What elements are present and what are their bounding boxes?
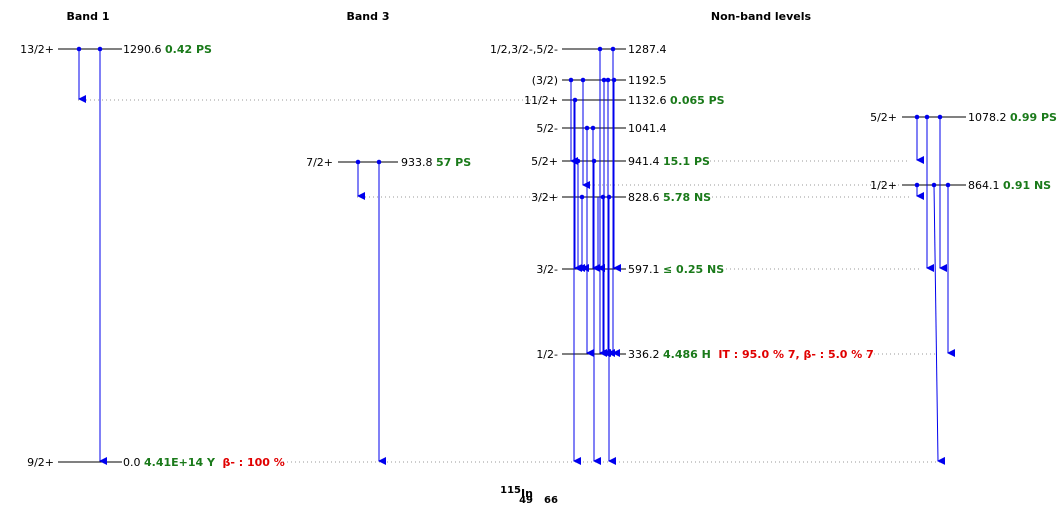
dot (579, 194, 585, 200)
nucleus-label: 115 49 In 66 (500, 485, 558, 506)
dot (931, 182, 937, 188)
level-energy-label: 864.1 0.91 NS (968, 179, 1051, 192)
level-spin: 13/2+ (20, 43, 54, 56)
level-energy: 597.1 (628, 263, 660, 276)
header-band-1: Band 1 (67, 10, 110, 23)
level-spin: 1/2+ (870, 179, 897, 192)
dot (97, 46, 103, 52)
level-energy-label: 1290.6 0.42 PS (123, 43, 212, 56)
dot (572, 97, 578, 103)
nucleus-symbol: In (521, 487, 533, 500)
level-lines (58, 48, 966, 463)
level-halflife: 15.1 PS (663, 155, 710, 168)
dot (575, 158, 581, 164)
level-decay-mode: IT : 95.0 % 7, β- : 5.0 % 7 (718, 348, 873, 361)
transition-start-dots (76, 46, 951, 200)
dot (584, 125, 590, 131)
level-energy: 864.1 (968, 179, 1000, 192)
level-halflife: 57 PS (436, 156, 471, 169)
level-decay-mode: β- : 100 % (222, 456, 284, 469)
level-halflife: ≤ 0.25 NS (663, 263, 724, 276)
dot (605, 77, 611, 83)
level-spin: (3/2) (532, 74, 558, 87)
nucleus-atomic-number: 49 (519, 495, 533, 506)
level-energy: 1041.4 (628, 122, 667, 135)
dot (924, 114, 930, 120)
nucleus-neutron-number: 66 (544, 495, 558, 506)
level-energy-label: 1132.6 0.065 PS (628, 94, 725, 107)
header-band-3: Band 3 (347, 10, 390, 23)
level-energy: 828.6 (628, 191, 660, 204)
level-energy: 941.4 (628, 155, 660, 168)
dot (591, 158, 597, 164)
level-energy: 1078.2 (968, 111, 1007, 124)
dot (914, 182, 920, 188)
level-energy: 933.8 (401, 156, 433, 169)
level-energy: 1290.6 (123, 43, 162, 56)
nucleus-mass-number: 115 (500, 485, 521, 496)
level-energy-label: 933.8 57 PS (401, 156, 471, 169)
level-spin: 1/2,3/2-,5/2- (490, 43, 558, 56)
dot (568, 77, 574, 83)
dot (355, 159, 361, 165)
dot (580, 77, 586, 83)
dot (937, 114, 943, 120)
level-halflife: 5.78 NS (663, 191, 711, 204)
level-energy-label: 941.4 15.1 PS (628, 155, 710, 168)
dot (600, 194, 606, 200)
level-energy-label: 0.0 4.41E+14 Y β- : 100 % (123, 456, 285, 469)
level-halflife: 4.486 H (663, 348, 711, 361)
level-energy-label: 828.6 5.78 NS (628, 191, 711, 204)
level-spin: 9/2+ (27, 456, 54, 469)
level-energy: 1132.6 (628, 94, 667, 107)
level-halflife: 0.91 NS (1003, 179, 1051, 192)
level-halflife: 0.065 PS (670, 94, 725, 107)
level-halflife: 0.42 PS (165, 43, 212, 56)
dot (606, 194, 612, 200)
level-energy-label: 336.2 4.486 H IT : 95.0 % 7, β- : 5.0 % … (628, 348, 874, 361)
level-spin: 7/2+ (306, 156, 333, 169)
level-spin: 5/2+ (870, 111, 897, 124)
dot (590, 125, 596, 131)
dot (914, 114, 920, 120)
level-spin: 3/2- (536, 263, 558, 276)
level-spin: 5/2+ (531, 155, 558, 168)
dot (597, 46, 603, 52)
level-halflife: 4.41E+14 Y (144, 456, 216, 469)
level-energy-label: 597.1 ≤ 0.25 NS (628, 263, 724, 276)
dot (945, 182, 951, 188)
level-spin: 3/2+ (531, 191, 558, 204)
dot (601, 77, 607, 83)
header-non-band-levels: Non-band levels (711, 10, 812, 23)
level-halflife: 0.99 PS (1010, 111, 1057, 124)
level-spin: 11/2+ (524, 94, 558, 107)
dot (611, 77, 617, 83)
gamma-864-to-0 (933, 184, 946, 465)
level-energy: 336.2 (628, 348, 660, 361)
dot (76, 46, 82, 52)
dot (610, 46, 616, 52)
level-energy: 1287.4 (628, 43, 667, 56)
dot (376, 159, 382, 165)
level-energy: 0.0 (123, 456, 141, 469)
level-spin: 5/2- (536, 122, 558, 135)
dotted-connectors (78, 99, 940, 463)
level-energy: 1192.5 (628, 74, 667, 87)
level-energy-label: 1078.2 0.99 PS (968, 111, 1057, 124)
level-spin: 1/2- (536, 348, 558, 361)
gamma-transitions (78, 49, 955, 465)
